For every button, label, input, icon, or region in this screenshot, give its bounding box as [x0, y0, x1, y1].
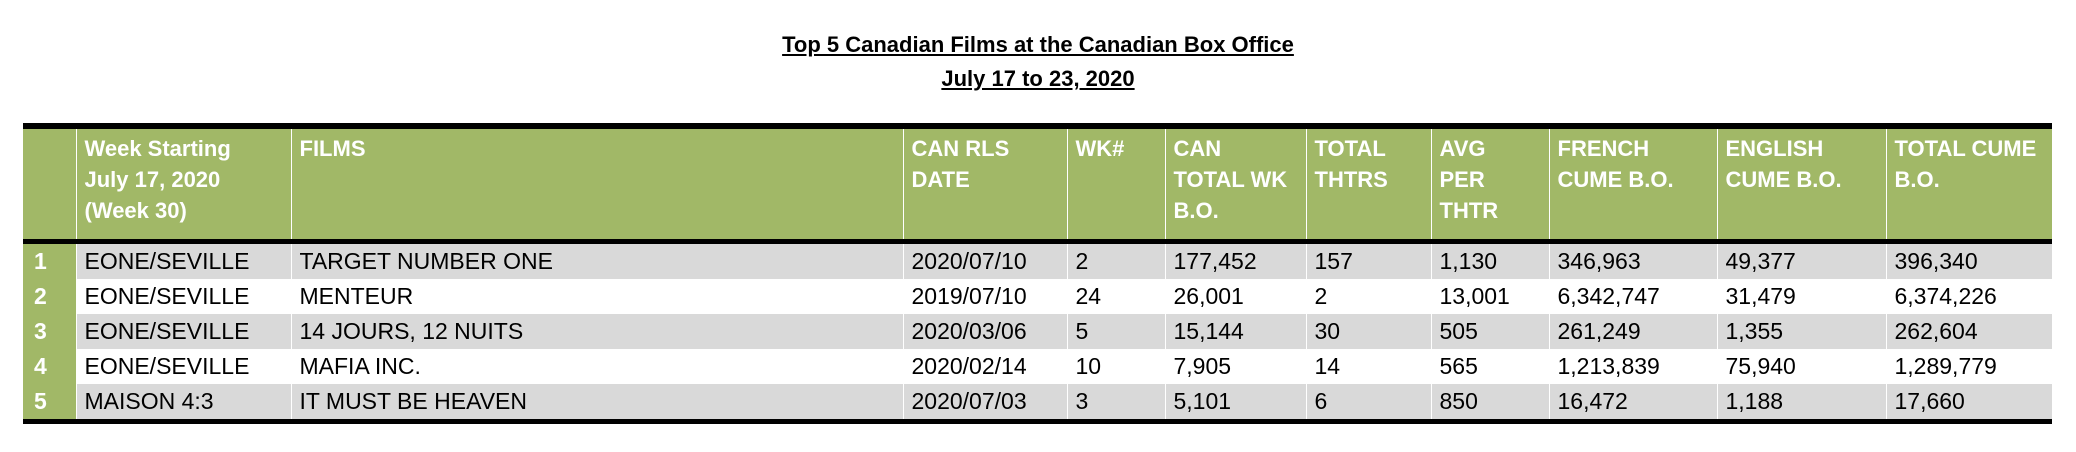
row-rls-date: 2020/03/06	[903, 314, 1068, 349]
header-total-cume-line-2: B.O.	[1894, 167, 1940, 192]
row-avg-per-thtr: 13,001	[1431, 279, 1550, 314]
row-rank: 3	[23, 314, 77, 349]
row-distributor: EONE/SEVILLE	[76, 314, 292, 349]
report-title: Top 5 Canadian Films at the Canadian Box…	[782, 32, 1294, 57]
row-film: MENTEUR	[291, 279, 904, 314]
box-office-table: Week Starting July 17, 2020 (Week 30) FI…	[23, 129, 2052, 419]
row-english-cume: 75,940	[1717, 349, 1887, 384]
table-row: 5 MAISON 4:3 IT MUST BE HEAVEN 2020/07/0…	[23, 384, 2052, 419]
title-block: Top 5 Canadian Films at the Canadian Box…	[0, 28, 2076, 96]
row-french-cume: 346,963	[1549, 244, 1718, 279]
row-total-cume: 1,289,779	[1886, 349, 2052, 384]
row-total-cume: 262,604	[1886, 314, 2052, 349]
header-french-cume: FRENCH CUME B.O.	[1549, 129, 1718, 239]
row-wk: 10	[1067, 349, 1166, 384]
header-week-line-2: July 17, 2020	[84, 167, 221, 192]
header-total-thtrs: TOTAL THTRS	[1306, 129, 1432, 239]
row-total-wk-bo: 15,144	[1165, 314, 1307, 349]
row-distributor: MAISON 4:3	[76, 384, 292, 419]
header-english-cume-line-1: ENGLISH	[1725, 136, 1824, 161]
row-distributor: EONE/SEVILLE	[76, 244, 292, 279]
row-rls-date: 2019/07/10	[903, 279, 1068, 314]
table-row: 4 EONE/SEVILLE MAFIA INC. 2020/02/14 10 …	[23, 349, 2052, 384]
header-french-cume-line-1: FRENCH	[1557, 136, 1650, 161]
row-total-thtrs: 6	[1306, 384, 1432, 419]
row-rank: 2	[23, 279, 77, 314]
header-avg-per-thtr-line-1: AVG	[1439, 136, 1486, 161]
row-distributor: EONE/SEVILLE	[76, 279, 292, 314]
row-total-cume: 6,374,226	[1886, 279, 2052, 314]
header-total-wk-bo: CAN TOTAL WK B.O.	[1165, 129, 1307, 239]
row-total-thtrs: 14	[1306, 349, 1432, 384]
row-rank: 4	[23, 349, 77, 384]
header-total-wk-bo-line-1: CAN	[1173, 136, 1222, 161]
header-rls-date-line-2: DATE	[911, 167, 970, 192]
header-english-cume: ENGLISH CUME B.O.	[1717, 129, 1887, 239]
header-total-thtrs-line-1: TOTAL	[1314, 136, 1386, 161]
row-avg-per-thtr: 565	[1431, 349, 1550, 384]
row-film: MAFIA INC.	[291, 349, 904, 384]
header-total-cume: TOTAL CUME B.O.	[1886, 129, 2052, 239]
row-rls-date: 2020/07/03	[903, 384, 1068, 419]
header-films: FILMS	[291, 129, 904, 239]
row-english-cume: 49,377	[1717, 244, 1887, 279]
header-total-wk-bo-line-3: B.O.	[1173, 198, 1219, 223]
row-english-cume: 1,355	[1717, 314, 1887, 349]
row-avg-per-thtr: 850	[1431, 384, 1550, 419]
row-french-cume: 6,342,747	[1549, 279, 1718, 314]
header-english-cume-line-2: CUME B.O.	[1725, 167, 1842, 192]
header-week: Week Starting July 17, 2020 (Week 30)	[76, 129, 292, 239]
header-avg-per-thtr-line-2: PER	[1439, 167, 1485, 192]
box-office-table-frame: Week Starting July 17, 2020 (Week 30) FI…	[23, 123, 2052, 424]
row-wk: 24	[1067, 279, 1166, 314]
header-total-cume-line-1: TOTAL CUME	[1894, 136, 2037, 161]
row-total-wk-bo: 7,905	[1165, 349, 1307, 384]
header-avg-per-thtr-line-3: THTR	[1439, 198, 1499, 223]
row-total-wk-bo: 177,452	[1165, 244, 1307, 279]
row-rank: 5	[23, 384, 77, 419]
row-wk: 5	[1067, 314, 1166, 349]
header-french-cume-line-2: CUME B.O.	[1557, 167, 1674, 192]
header-total-thtrs-line-2: THTRS	[1314, 167, 1388, 192]
row-total-wk-bo: 5,101	[1165, 384, 1307, 419]
header-week-line-3: (Week 30)	[84, 198, 187, 223]
header-avg-per-thtr: AVG PER THTR	[1431, 129, 1550, 239]
header-total-wk-bo-line-2: TOTAL WK	[1173, 167, 1288, 192]
row-english-cume: 1,188	[1717, 384, 1887, 419]
row-total-thtrs: 157	[1306, 244, 1432, 279]
row-total-thtrs: 2	[1306, 279, 1432, 314]
row-rls-date: 2020/07/10	[903, 244, 1068, 279]
report-subtitle: July 17 to 23, 2020	[941, 66, 1135, 91]
row-rls-date: 2020/02/14	[903, 349, 1068, 384]
row-french-cume: 1,213,839	[1549, 349, 1718, 384]
header-rank	[23, 129, 77, 239]
table-row: 1 EONE/SEVILLE TARGET NUMBER ONE 2020/07…	[23, 244, 2052, 279]
row-total-cume: 396,340	[1886, 244, 2052, 279]
row-total-cume: 17,660	[1886, 384, 2052, 419]
row-french-cume: 261,249	[1549, 314, 1718, 349]
header-rls-date-line-1: CAN RLS	[911, 136, 1010, 161]
row-avg-per-thtr: 1,130	[1431, 244, 1550, 279]
table-row: 2 EONE/SEVILLE MENTEUR 2019/07/10 24 26,…	[23, 279, 2052, 314]
table-row: 3 EONE/SEVILLE 14 JOURS, 12 NUITS 2020/0…	[23, 314, 2052, 349]
row-rank: 1	[23, 244, 77, 279]
row-wk: 2	[1067, 244, 1166, 279]
row-english-cume: 31,479	[1717, 279, 1887, 314]
header-separator	[23, 239, 2052, 244]
row-wk: 3	[1067, 384, 1166, 419]
row-avg-per-thtr: 505	[1431, 314, 1550, 349]
header-rls-date: CAN RLS DATE	[903, 129, 1068, 239]
header-week-line-1: Week Starting	[84, 136, 231, 161]
row-french-cume: 16,472	[1549, 384, 1718, 419]
row-total-thtrs: 30	[1306, 314, 1432, 349]
row-film: 14 JOURS, 12 NUITS	[291, 314, 904, 349]
header-row: Week Starting July 17, 2020 (Week 30) FI…	[23, 129, 2052, 239]
row-film: IT MUST BE HEAVEN	[291, 384, 904, 419]
header-wk: WK#	[1067, 129, 1166, 239]
row-total-wk-bo: 26,001	[1165, 279, 1307, 314]
header-separator-line	[23, 239, 2052, 244]
row-film: TARGET NUMBER ONE	[291, 244, 904, 279]
row-distributor: EONE/SEVILLE	[76, 349, 292, 384]
